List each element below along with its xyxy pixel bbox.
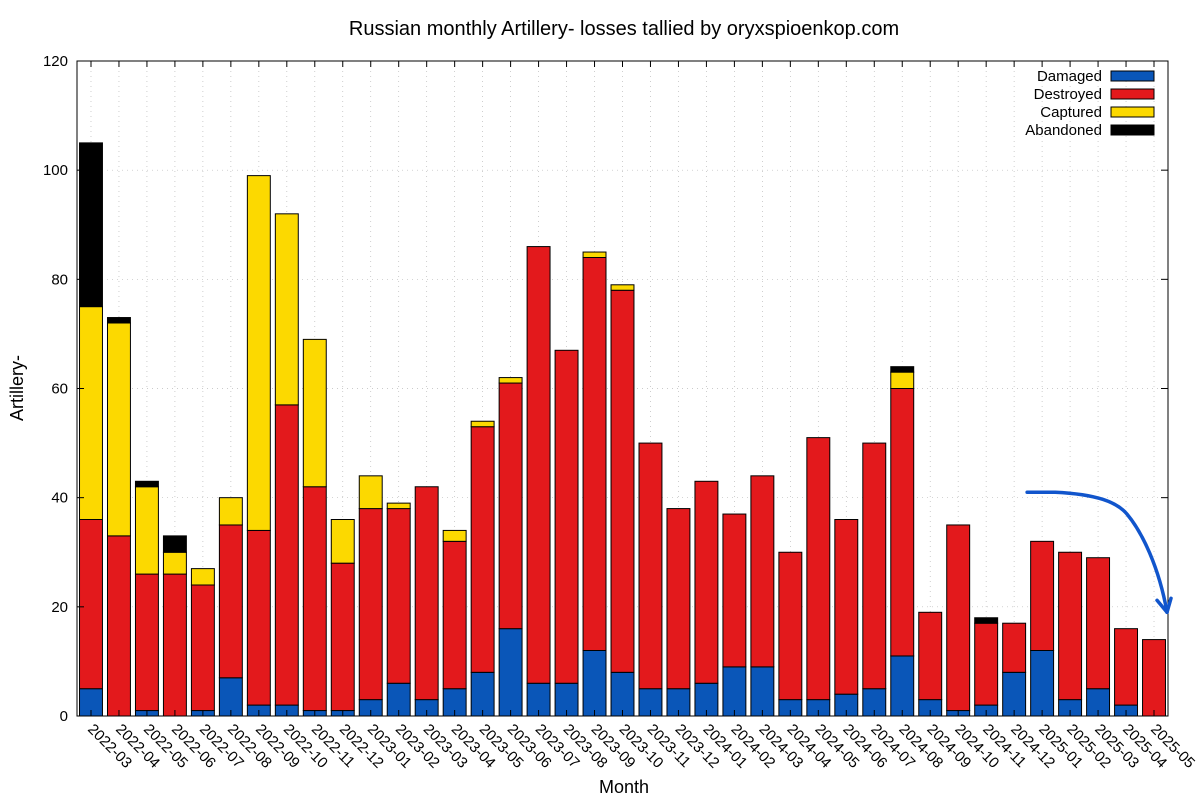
bar-abandoned-2024-11 [974, 617, 999, 624]
bar-destroyed-2023-05 [470, 426, 495, 673]
legend-swatch-destroyed [1110, 88, 1155, 100]
x-axis-label: Month [599, 777, 649, 797]
bar-damaged-2023-06 [498, 628, 523, 717]
bar-destroyed-2022-12 [330, 562, 355, 712]
bar-captured-2022-03 [79, 306, 103, 520]
bar-destroyed-2023-01 [358, 508, 383, 701]
bar-destroyed-2022-07 [190, 584, 215, 712]
bar-destroyed-2024-07 [862, 442, 887, 690]
legend-label-destroyed: Destroyed [1034, 86, 1102, 103]
bar-destroyed-2022-03 [79, 519, 103, 690]
legend-label-damaged: Damaged [1037, 68, 1102, 85]
bar-destroyed-2022-05 [134, 573, 159, 712]
bar-destroyed-2023-06 [498, 382, 523, 630]
bar-destroyed-2025-04 [1114, 628, 1139, 706]
y-axis-label: Artillery- [7, 355, 27, 421]
bar-destroyed-2023-10 [610, 289, 635, 673]
bar-damaged-2024-03 [750, 666, 775, 717]
arrow-shaft [1025, 490, 1169, 615]
arrow-head [1155, 596, 1173, 615]
bar-captured-2022-06 [162, 551, 187, 575]
y-tick-label: 60 [51, 381, 68, 398]
bar-captured-2024-08 [890, 371, 915, 389]
bar-destroyed-2023-07 [526, 246, 551, 684]
bar-damaged-2024-12 [1002, 671, 1027, 717]
bar-destroyed-2024-02 [722, 513, 747, 668]
y-ticks: 0 20 40 60 80 100 120 [43, 53, 1168, 725]
bars [79, 142, 1166, 717]
bar-destroyed-2025-03 [1086, 557, 1111, 690]
bar-destroyed-2023-08 [554, 349, 579, 684]
bar-destroyed-2022-08 [218, 524, 243, 679]
bar-captured-2022-10 [274, 213, 299, 406]
bar-captured-2023-10 [610, 284, 635, 291]
bar-destroyed-2024-04 [778, 551, 803, 701]
bar-damaged-2024-02 [722, 666, 747, 717]
bar-destroyed-2022-11 [302, 486, 327, 712]
bar-captured-2023-09 [582, 251, 607, 259]
bar-destroyed-2023-03 [414, 486, 439, 701]
bar-damaged-2023-09 [582, 650, 607, 717]
bar-destroyed-2024-03 [750, 475, 775, 668]
bar-damaged-2025-01 [1030, 650, 1055, 717]
bar-abandoned-2022-03 [79, 142, 103, 308]
bar-destroyed-2022-09 [246, 529, 271, 706]
bar-captured-2022-04 [106, 322, 131, 537]
bar-destroyed-2024-09 [918, 611, 943, 701]
y-tick-label: 80 [51, 271, 68, 288]
bar-captured-2022-11 [302, 338, 327, 488]
bar-destroyed-2022-10 [274, 404, 299, 706]
bar-abandoned-2022-05 [134, 480, 159, 488]
bar-abandoned-2022-06 [162, 535, 187, 553]
y-tick-label: 0 [60, 708, 68, 725]
y-tick-label: 120 [43, 53, 68, 70]
bar-abandoned-2024-08 [890, 366, 915, 373]
bar-captured-2023-01 [358, 475, 383, 510]
bar-destroyed-2024-10 [946, 524, 971, 712]
bar-destroyed-2023-11 [638, 442, 663, 690]
bar-captured-2023-05 [470, 420, 495, 428]
bar-destroyed-2023-09 [582, 257, 607, 651]
legend-swatch-damaged [1110, 70, 1155, 82]
bar-destroyed-2022-04 [106, 535, 131, 717]
bar-destroyed-2024-05 [806, 437, 831, 701]
bar-destroyed-2024-01 [694, 480, 719, 684]
bar-captured-2022-08 [218, 497, 243, 526]
bar-destroyed-2024-08 [890, 388, 915, 657]
y-tick-label: 20 [51, 599, 68, 616]
trend-arrow-annotation [1025, 490, 1173, 615]
bar-destroyed-2024-06 [834, 519, 859, 695]
legend-swatch-captured [1110, 106, 1155, 118]
bar-captured-2022-07 [190, 568, 215, 586]
y-tick-label: 100 [43, 162, 68, 179]
bar-destroyed-2023-02 [386, 508, 411, 684]
bar-destroyed-2024-12 [1002, 622, 1027, 673]
chart-title: Russian monthly Artillery- losses tallie… [349, 18, 899, 40]
bar-captured-2022-12 [330, 519, 355, 564]
legend-label-captured: Captured [1040, 104, 1102, 121]
legend-swatch-abandoned [1110, 124, 1155, 136]
bar-destroyed-2023-04 [442, 540, 467, 690]
bar-captured-2022-09 [246, 175, 271, 531]
bar-damaged-2024-08 [890, 655, 915, 717]
bar-destroyed-2024-11 [974, 622, 999, 706]
bar-destroyed-2022-06 [162, 573, 187, 717]
bar-damaged-2023-10 [610, 671, 635, 717]
bar-abandoned-2022-04 [106, 317, 131, 324]
bar-damaged-2023-05 [470, 671, 495, 717]
bar-captured-2022-05 [134, 486, 159, 575]
bar-destroyed-2025-05 [1142, 639, 1166, 717]
y-tick-label: 40 [51, 490, 68, 507]
bar-destroyed-2025-01 [1030, 540, 1055, 651]
bar-captured-2023-02 [386, 502, 411, 510]
legend-label-abandoned: Abandoned [1025, 122, 1102, 139]
bar-destroyed-2025-02 [1058, 551, 1083, 701]
bar-captured-2023-06 [498, 377, 523, 384]
bar-destroyed-2023-12 [666, 508, 691, 690]
bar-captured-2023-04 [442, 529, 467, 542]
